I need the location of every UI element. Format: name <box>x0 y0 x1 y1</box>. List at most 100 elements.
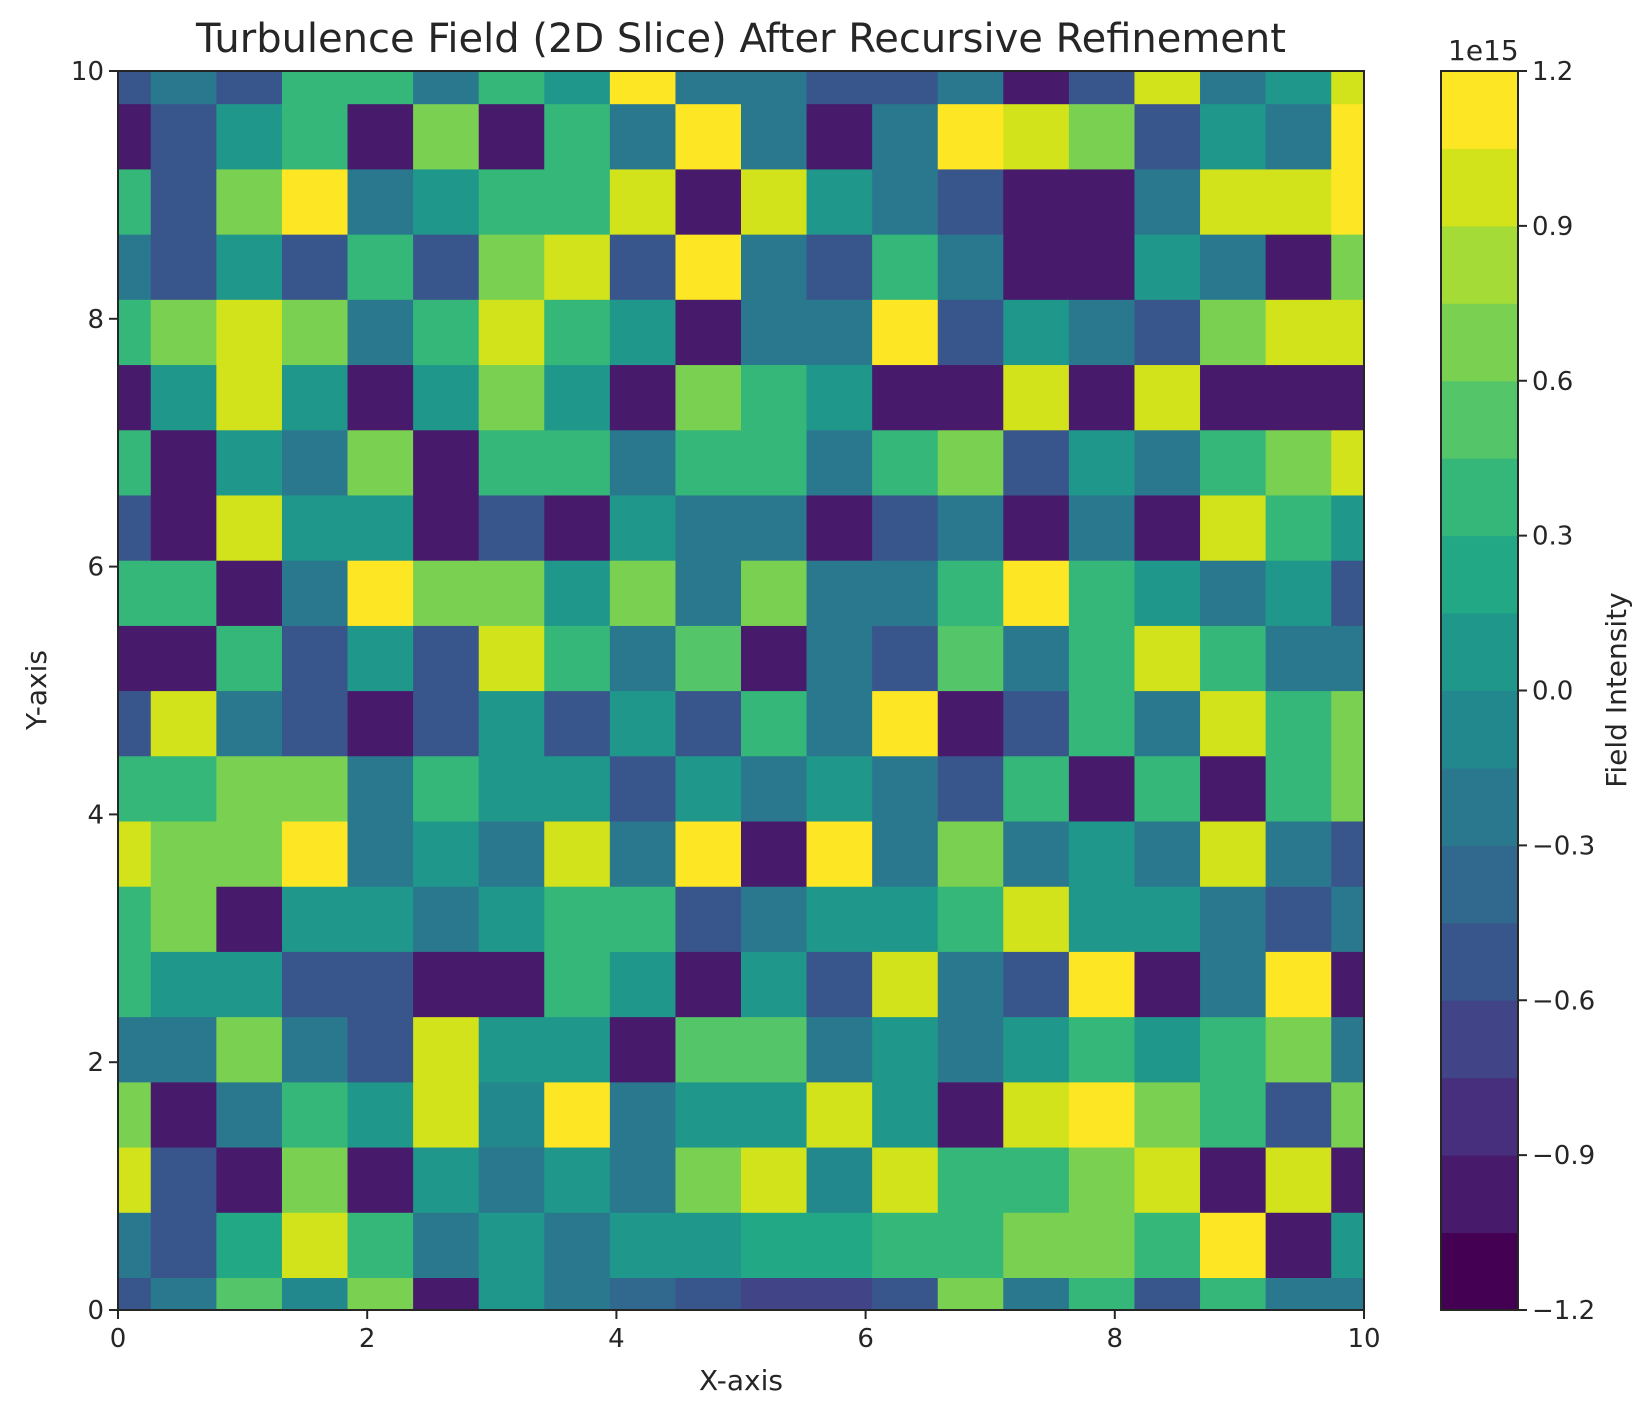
heatmap-cell <box>1068 1146 1136 1213</box>
colorbar-tick-label: −0.9 <box>1532 1141 1595 1171</box>
heatmap-cell <box>1068 755 1136 822</box>
heatmap-cell <box>1134 886 1201 952</box>
heatmap-cell <box>150 364 217 431</box>
heatmap-cell <box>741 1016 808 1083</box>
heatmap-cell <box>216 364 283 431</box>
heatmap-cell <box>1134 1081 1201 1148</box>
heatmap-cell <box>478 886 545 952</box>
heatmap-cell <box>872 951 939 1018</box>
heatmap-cell <box>1068 886 1136 952</box>
heatmap-cell <box>1003 1212 1070 1279</box>
heatmap-cell <box>347 71 414 105</box>
heatmap-cell <box>1134 494 1201 561</box>
heatmap-cell <box>1068 364 1136 431</box>
heatmap-cell <box>1134 1212 1201 1279</box>
heatmap-cell <box>347 1212 414 1279</box>
heatmap-cell <box>675 364 742 431</box>
heatmap-cell <box>806 560 873 626</box>
heatmap-cell <box>150 71 217 105</box>
heatmap-cell <box>1200 755 1267 822</box>
heatmap-cell <box>806 820 873 887</box>
heatmap-cell <box>544 103 611 170</box>
heatmap-cell <box>150 1081 217 1148</box>
heatmap-cell <box>413 820 480 887</box>
heatmap-cell <box>413 103 480 170</box>
colorbar-tick-label: −1.2 <box>1532 1296 1595 1326</box>
heatmap-cell <box>478 364 545 431</box>
heatmap-cell <box>150 494 217 561</box>
heatmap-cell <box>1200 886 1267 952</box>
heatmap-cell <box>216 71 283 105</box>
heatmap-cell <box>281 1081 349 1148</box>
heatmap-cell <box>806 299 873 366</box>
heatmap-cell <box>1265 560 1332 626</box>
heatmap-cell <box>741 690 808 757</box>
heatmap-cell <box>281 234 349 300</box>
heatmap-cell <box>478 494 545 561</box>
heatmap-cell <box>675 886 742 952</box>
heatmap-cell <box>413 1277 480 1310</box>
heatmap-cell <box>150 168 217 235</box>
heatmap-cell <box>478 1016 545 1083</box>
heatmap-cell <box>478 168 545 235</box>
heatmap-cell <box>413 951 480 1018</box>
heatmap-cell <box>1331 560 1364 626</box>
heatmap-cell <box>150 103 217 170</box>
heatmap-cell <box>609 234 677 300</box>
heatmap-cell <box>1003 690 1070 757</box>
heatmap-cell <box>741 755 808 822</box>
heatmap-cell <box>1331 71 1364 105</box>
heatmap-cell <box>675 755 742 822</box>
heatmap-cell <box>118 299 152 366</box>
heatmap-cell <box>478 1146 545 1213</box>
heatmap-cell <box>216 1146 283 1213</box>
heatmap-cell <box>1200 1277 1267 1310</box>
heatmap-cell <box>609 560 677 626</box>
heatmap-cell <box>1331 1212 1364 1279</box>
heatmap-cell <box>937 103 1004 170</box>
heatmap-cell <box>413 494 480 561</box>
heatmap-cell <box>1134 1146 1201 1213</box>
heatmap-cell <box>1265 71 1332 105</box>
heatmap-cell <box>347 429 414 496</box>
heatmap-cell <box>347 1277 414 1310</box>
heatmap-cell <box>675 234 742 300</box>
heatmap-cell <box>609 1212 677 1279</box>
heatmap-cell <box>118 820 152 887</box>
heatmap-cell <box>1134 168 1201 235</box>
heatmap-cell <box>281 429 349 496</box>
heatmap-cell <box>1134 1016 1201 1083</box>
heatmap-cell <box>1331 429 1364 496</box>
heatmap-cell <box>118 168 152 235</box>
heatmap-cell <box>281 168 349 235</box>
heatmap-cell <box>675 1146 742 1213</box>
heatmap-cell <box>806 429 873 496</box>
heatmap-cell <box>937 234 1004 300</box>
heatmap-cell <box>118 1277 152 1310</box>
heatmap-cell <box>216 820 283 887</box>
heatmap-cell <box>1200 299 1267 366</box>
heatmap-cell <box>741 494 808 561</box>
heatmap-cell <box>1068 299 1136 366</box>
colorbar-band <box>1441 1155 1518 1234</box>
y-tick-label: 6 <box>87 553 104 583</box>
heatmap-cell <box>544 1081 611 1148</box>
heatmap-cell <box>872 234 939 300</box>
heatmap-cell <box>937 625 1004 692</box>
heatmap-cell <box>1265 1016 1332 1083</box>
heatmap-cell <box>1003 1016 1070 1083</box>
y-tick-label: 10 <box>71 57 104 87</box>
heatmap-cell <box>1265 625 1332 692</box>
heatmap-cell <box>150 690 217 757</box>
heatmap-cell <box>216 560 283 626</box>
heatmap-cell <box>1200 103 1267 170</box>
heatmap-cell <box>1265 494 1332 561</box>
heatmap-cell <box>741 364 808 431</box>
heatmap-cell <box>675 1277 742 1310</box>
heatmap-cell <box>281 755 349 822</box>
heatmap-cell <box>347 168 414 235</box>
heatmap-cell <box>413 234 480 300</box>
heatmap-cell <box>1200 364 1267 431</box>
heatmap-cell <box>281 103 349 170</box>
heatmap-cell <box>1200 951 1267 1018</box>
